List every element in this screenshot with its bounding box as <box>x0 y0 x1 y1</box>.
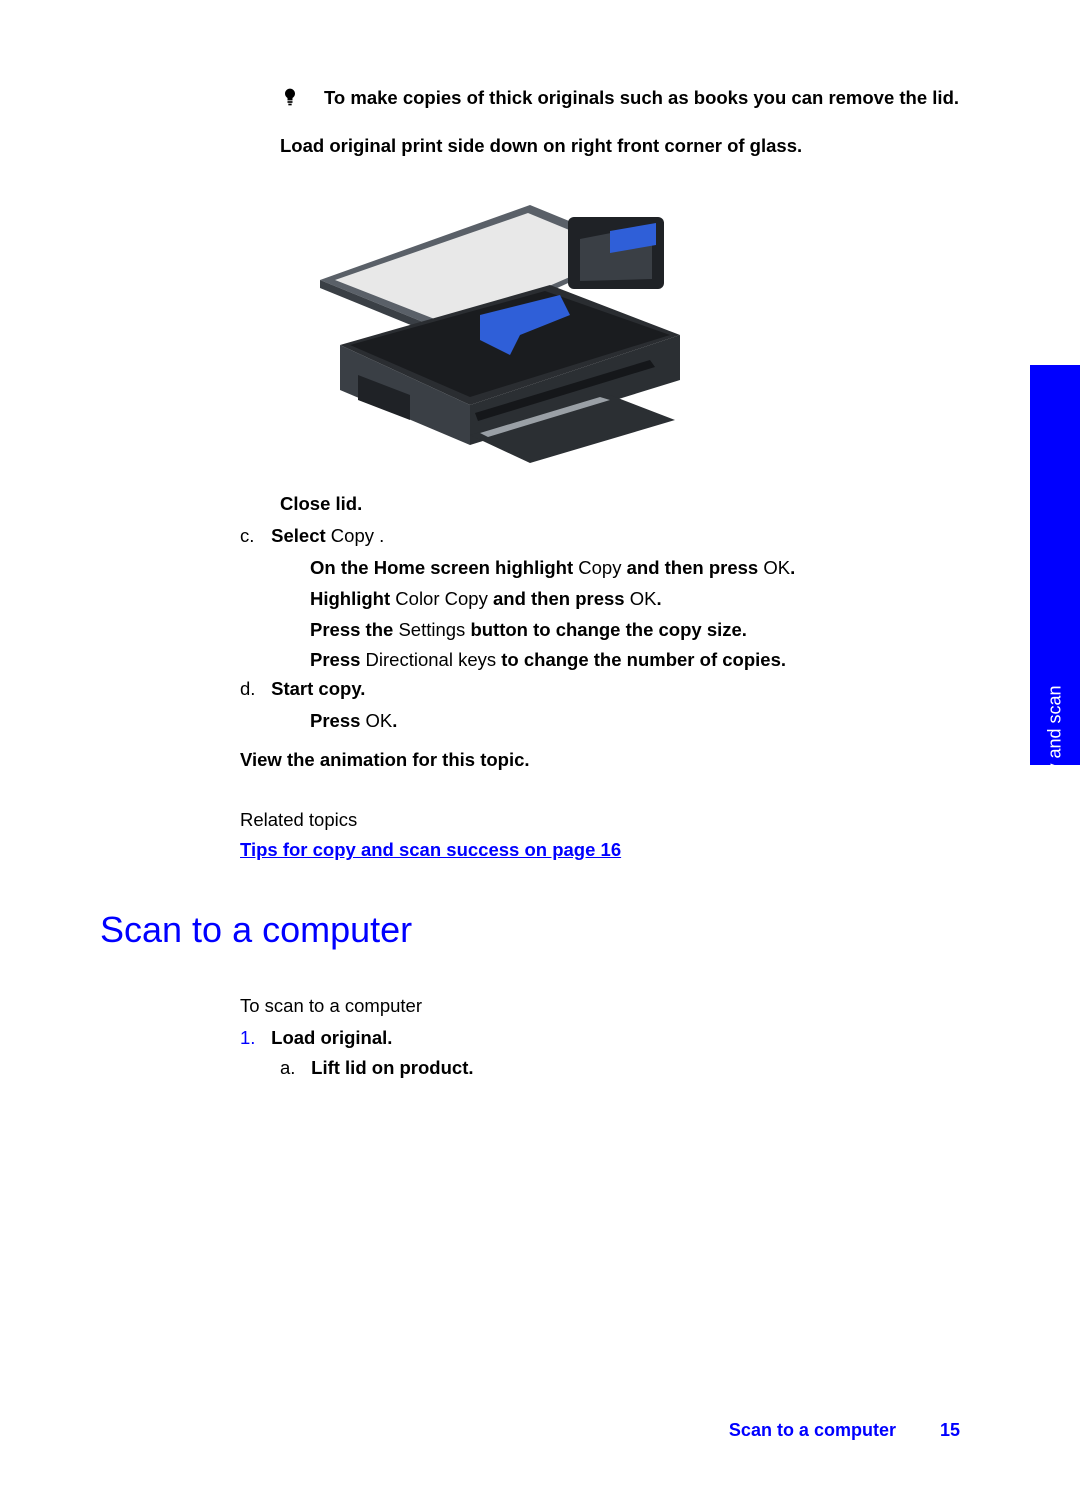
lightbulb-icon <box>280 85 300 113</box>
sub-c2-n1: Color Copy <box>395 588 493 609</box>
scan-sub-a-label: a. <box>280 1057 306 1079</box>
scan-step-1-bold: Load original. <box>271 1027 392 1048</box>
sub-d1: Press OK. <box>310 708 980 735</box>
sub-c4-n1: Directional keys <box>366 649 502 670</box>
page-root: To make copies of thick originals such a… <box>0 0 1080 1495</box>
scan-sub-a: a. Lift lid on product. <box>280 1057 980 1079</box>
sub-c1-b2: and then press <box>627 557 759 578</box>
step-d: d. Start copy. <box>240 678 980 700</box>
sub-c2-b1: Highlight <box>310 588 395 609</box>
sub-c4: Press Directional keys to change the num… <box>310 647 980 674</box>
view-animation-text: View the animation for this topic. <box>240 749 980 771</box>
sub-c1: On the Home screen highlight Copy and th… <box>310 555 980 582</box>
sub-c2-b3: . <box>656 588 661 609</box>
step-c-label: c. <box>240 525 266 547</box>
step-c-rest: Copy . <box>326 525 385 546</box>
scan-intro-text: To scan to a computer <box>240 995 980 1017</box>
content-area: To make copies of thick originals such a… <box>100 85 980 1079</box>
sub-c2-b2: and then press <box>493 588 625 609</box>
sub-c3-b2: button to change the copy size. <box>470 619 747 640</box>
sub-c3-n1: Settings <box>398 619 470 640</box>
sub-c4-b2: to change the number of copies. <box>501 649 786 670</box>
sub-d1-n1: OK <box>366 710 393 731</box>
sub-c3: Press the Settings button to change the … <box>310 617 980 644</box>
chapter-tab: Copy and scan <box>1030 365 1080 765</box>
load-original-text: Load original print side down on right f… <box>280 135 980 157</box>
scan-step-1-num: 1. <box>240 1027 266 1049</box>
step-d-label: d. <box>240 678 266 700</box>
heading-scan-to-computer: Scan to a computer <box>100 909 980 951</box>
sub-d1-b1: Press <box>310 710 366 731</box>
step-d-bold: Start copy. <box>271 678 365 699</box>
sub-c1-b3: . <box>790 557 795 578</box>
sub-c1-n1: Copy <box>578 557 626 578</box>
related-topics-label: Related topics <box>240 809 980 831</box>
scan-step-1: 1. Load original. <box>240 1027 980 1049</box>
footer-title: Scan to a computer <box>729 1420 896 1441</box>
scan-sub-a-bold: Lift lid on product. <box>311 1057 473 1078</box>
chapter-tab-text: Copy and scan <box>1045 685 1066 805</box>
tip-text: To make copies of thick originals such a… <box>324 85 959 113</box>
close-lid-text: Close lid. <box>280 493 980 515</box>
step-c-bold: Select <box>271 525 326 546</box>
sub-c1-b1: On the Home screen highlight <box>310 557 578 578</box>
step-c: c. Select Copy . <box>240 525 980 547</box>
tips-link[interactable]: Tips for copy and scan success on page 1… <box>240 839 621 860</box>
printer-illustration <box>280 185 700 465</box>
sub-c2-n2: OK <box>625 588 657 609</box>
sub-d1-b2: . <box>392 710 397 731</box>
page-footer: Scan to a computer 15 <box>0 1420 1080 1441</box>
sub-c4-b1: Press <box>310 649 366 670</box>
sub-c3-b1: Press the <box>310 619 398 640</box>
footer-page-number: 15 <box>940 1420 960 1441</box>
sub-c1-n2: OK <box>758 557 790 578</box>
tip-row: To make copies of thick originals such a… <box>280 85 980 113</box>
sub-c2: Highlight Color Copy and then press OK. <box>310 586 980 613</box>
